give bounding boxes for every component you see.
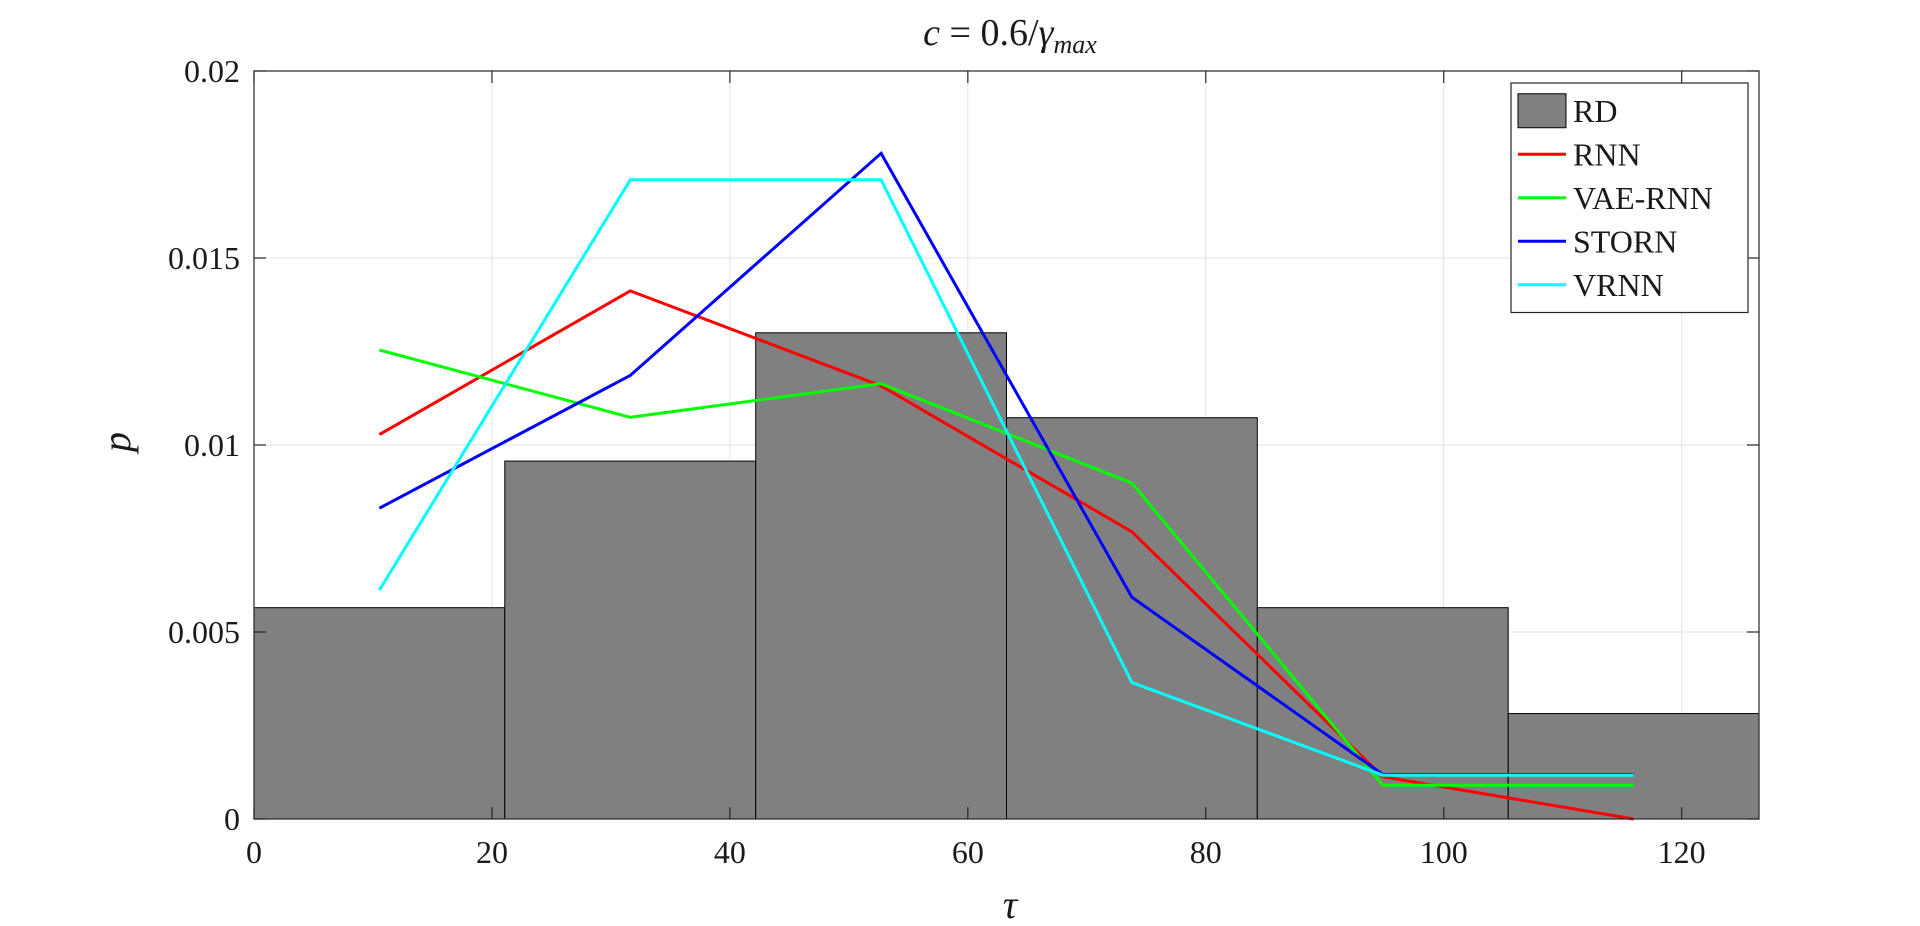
y-tick-label-4: 0.02 — [184, 53, 240, 89]
chart-title-prefix: c — [923, 12, 940, 54]
axes — [253, 70, 1760, 820]
histogram-bar-1 — [253, 607, 506, 820]
x-tick-label-6: 120 — [1658, 834, 1706, 870]
series-line-rnn — [378, 289, 1634, 821]
y-tick-label-3: 0.015 — [168, 240, 240, 276]
tick-labels: 0 20 40 60 80 100 120 0 0.005 0.01 0.015 0.02 — [168, 53, 1706, 870]
x-tick-label-2: 40 — [714, 834, 746, 870]
series-line-vrnn — [378, 178, 1634, 777]
legend-swatch-rd — [1517, 93, 1567, 129]
x-axis-title: τ — [1003, 882, 1019, 926]
x-tick-label-4: 80 — [1190, 834, 1222, 870]
chart-title-middle: = 0.6/ — [940, 12, 1039, 54]
histogram-bar-2 — [504, 460, 757, 820]
legend-label-vae-rnn: VAE-RNN — [1573, 180, 1713, 216]
y-tick-label-1: 0.005 — [168, 614, 240, 650]
x-tick-label-1: 20 — [476, 834, 508, 870]
legend-label-vrnn: VRNN — [1573, 267, 1664, 303]
y-axis-title: p — [94, 432, 139, 455]
series-lines — [378, 150, 1634, 821]
histogram-bars — [253, 332, 1760, 820]
y-tick-label-0: 0 — [224, 801, 240, 837]
x-tick-label-3: 60 — [952, 834, 984, 870]
legend-label-storn: STORN — [1573, 223, 1677, 259]
legend-label-rd: RD — [1573, 93, 1617, 129]
chart-title: c = 0.6/γmax — [923, 12, 1097, 59]
x-tick-label-0: 0 — [246, 834, 262, 870]
chart-title-symbol: γ — [1039, 12, 1055, 54]
chart-title-subscript: max — [1054, 30, 1098, 59]
x-tick-label-5: 100 — [1420, 834, 1468, 870]
legend-label-rnn: RNN — [1573, 136, 1641, 172]
legend: RD RNN VAE-RNN STORN VRNN — [1510, 82, 1749, 314]
y-tick-label-2: 0.01 — [184, 427, 240, 463]
histogram-bar-3 — [755, 332, 1007, 820]
